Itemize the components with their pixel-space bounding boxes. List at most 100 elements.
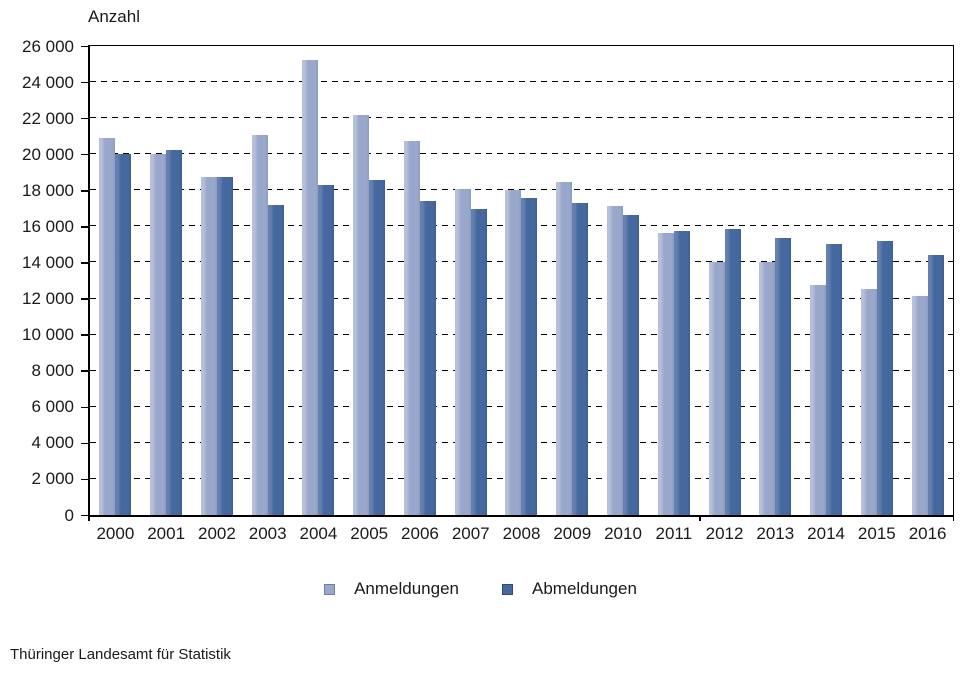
gridline-18000 [90, 189, 953, 191]
y-tick-18000 [81, 190, 90, 192]
y-tick-label-8000: 8 000 [31, 361, 74, 381]
legend-label-abmeldungen: Abmeldungen [532, 579, 637, 598]
bar-abmeldungen-2007 [470, 209, 487, 515]
bar-anmeldungen-2003 [251, 135, 268, 515]
legend-swatch-anmeldungen-icon [324, 583, 336, 595]
y-axis-title: Anzahl [88, 7, 140, 26]
x-tick-label-2012: 2012 [705, 524, 744, 543]
bar-abmeldungen-2000 [115, 154, 132, 515]
x-tick-label-2013: 2013 [756, 524, 795, 543]
y-tick-label-2000: 2 000 [31, 469, 74, 489]
bar-abmeldungen-2005 [369, 180, 386, 515]
y-tick-24000 [81, 81, 90, 84]
bar-abmeldungen-2014 [826, 244, 843, 515]
y-tick-label-14000: 14 000 [22, 252, 74, 272]
y-tick-8000 [81, 370, 90, 372]
y-tick-26000 [81, 45, 90, 48]
x-tick-label-2000: 2000 [96, 524, 135, 543]
y-tick-12000 [81, 298, 90, 300]
bar-group-2008 [496, 46, 547, 515]
x-tick-label-2014: 2014 [807, 524, 845, 543]
y-tick-22000 [81, 117, 90, 120]
x-tick-label-2007: 2007 [451, 524, 490, 543]
y-tick-20000 [81, 153, 90, 156]
y-tick-label-6000: 6 000 [31, 397, 74, 417]
gridline-20000 [90, 153, 953, 155]
x-axis-tick-0 [88, 516, 90, 521]
y-tick-label-16000: 16 000 [22, 216, 74, 236]
y-tick-0 [81, 514, 90, 517]
legend-label-anmeldungen: Anmeldungen [354, 579, 459, 598]
bar-group-2003 [242, 46, 293, 515]
y-tick-2000 [81, 478, 90, 481]
bar-group-2011 [648, 46, 699, 515]
bar-abmeldungen-2004 [318, 184, 335, 515]
bar-group-2013 [750, 46, 801, 515]
bar-abmeldungen-2006 [419, 201, 436, 515]
y-tick-4000 [81, 442, 90, 445]
bar-abmeldungen-2015 [876, 240, 893, 515]
bar-abmeldungen-2013 [775, 238, 792, 515]
legend-swatch-abmeldungen-icon [502, 583, 513, 595]
bar-group-2015 [851, 46, 902, 515]
y-tick-6000 [81, 406, 90, 409]
legend: Anmeldungen Abmeldungen [0, 579, 961, 599]
bar-anmeldungen-2015 [860, 288, 877, 515]
legend-item-anmeldungen: Anmeldungen [324, 579, 459, 599]
bar-group-2006 [395, 46, 446, 515]
x-axis-tick-17 [952, 516, 954, 521]
bar-group-2007 [445, 46, 496, 515]
bar-abmeldungen-2008 [521, 197, 538, 515]
bar-anmeldungen-2008 [505, 190, 522, 515]
bar-group-2012 [699, 46, 750, 515]
x-tick-label-2015: 2015 [857, 524, 896, 543]
bar-abmeldungen-2012 [724, 229, 741, 515]
bar-anmeldungen-2010 [607, 205, 624, 515]
bar-abmeldungen-2002 [216, 176, 233, 515]
x-tick-label-2010: 2010 [604, 524, 642, 543]
x-tick-label-2016: 2016 [908, 524, 947, 543]
y-tick-label-18000: 18 000 [22, 180, 74, 200]
x-tick-label-2006: 2006 [401, 524, 439, 543]
bar-anmeldungen-2006 [403, 140, 420, 515]
source-text: Thüringer Landesamt für Statistik [10, 646, 231, 663]
y-tick-14000 [81, 262, 90, 264]
bar-anmeldungen-2013 [759, 262, 776, 515]
bar-anmeldungen-2001 [150, 154, 167, 515]
y-tick-label-0: 0 [64, 505, 74, 525]
bar-abmeldungen-2010 [623, 214, 640, 515]
x-tick-label-2003: 2003 [248, 524, 287, 543]
bar-abmeldungen-2016 [927, 255, 944, 515]
bar-group-2010 [598, 46, 649, 515]
legend-item-abmeldungen: Abmeldungen [502, 579, 637, 599]
bar-group-2004 [293, 46, 344, 515]
plot-area [88, 45, 954, 517]
x-tick-label-2001: 2001 [147, 524, 186, 543]
bar-group-2002 [192, 46, 243, 515]
x-tick-label-2009: 2009 [553, 524, 592, 543]
bar-group-2001 [141, 46, 192, 515]
y-tick-label-10000: 10 000 [22, 325, 74, 345]
x-axis-tick-12 [699, 516, 701, 521]
y-tick-label-20000: 20 000 [22, 144, 74, 164]
bar-abmeldungen-2011 [673, 230, 690, 515]
bar-group-2005 [344, 46, 395, 515]
y-tick-10000 [81, 334, 90, 336]
bar-anmeldungen-2007 [454, 189, 471, 515]
x-tick-label-2004: 2004 [299, 524, 338, 543]
bar-group-2009 [547, 46, 598, 515]
x-tick-label-2011: 2011 [655, 524, 693, 543]
y-tick-label-26000: 26 000 [22, 36, 74, 56]
bar-anmeldungen-2005 [353, 114, 370, 515]
bar-group-2014 [801, 46, 852, 515]
bar-anmeldungen-2016 [911, 295, 928, 515]
bar-anmeldungen-2000 [99, 138, 116, 515]
x-tick-label-2002: 2002 [197, 524, 236, 543]
bar-group-2016 [902, 46, 953, 515]
bar-anmeldungen-2004 [302, 59, 319, 515]
bar-anmeldungen-2011 [657, 232, 674, 515]
x-tick-label-2008: 2008 [502, 524, 541, 543]
y-tick-label-24000: 24 000 [22, 72, 74, 92]
y-tick-label-12000: 12 000 [22, 289, 74, 309]
